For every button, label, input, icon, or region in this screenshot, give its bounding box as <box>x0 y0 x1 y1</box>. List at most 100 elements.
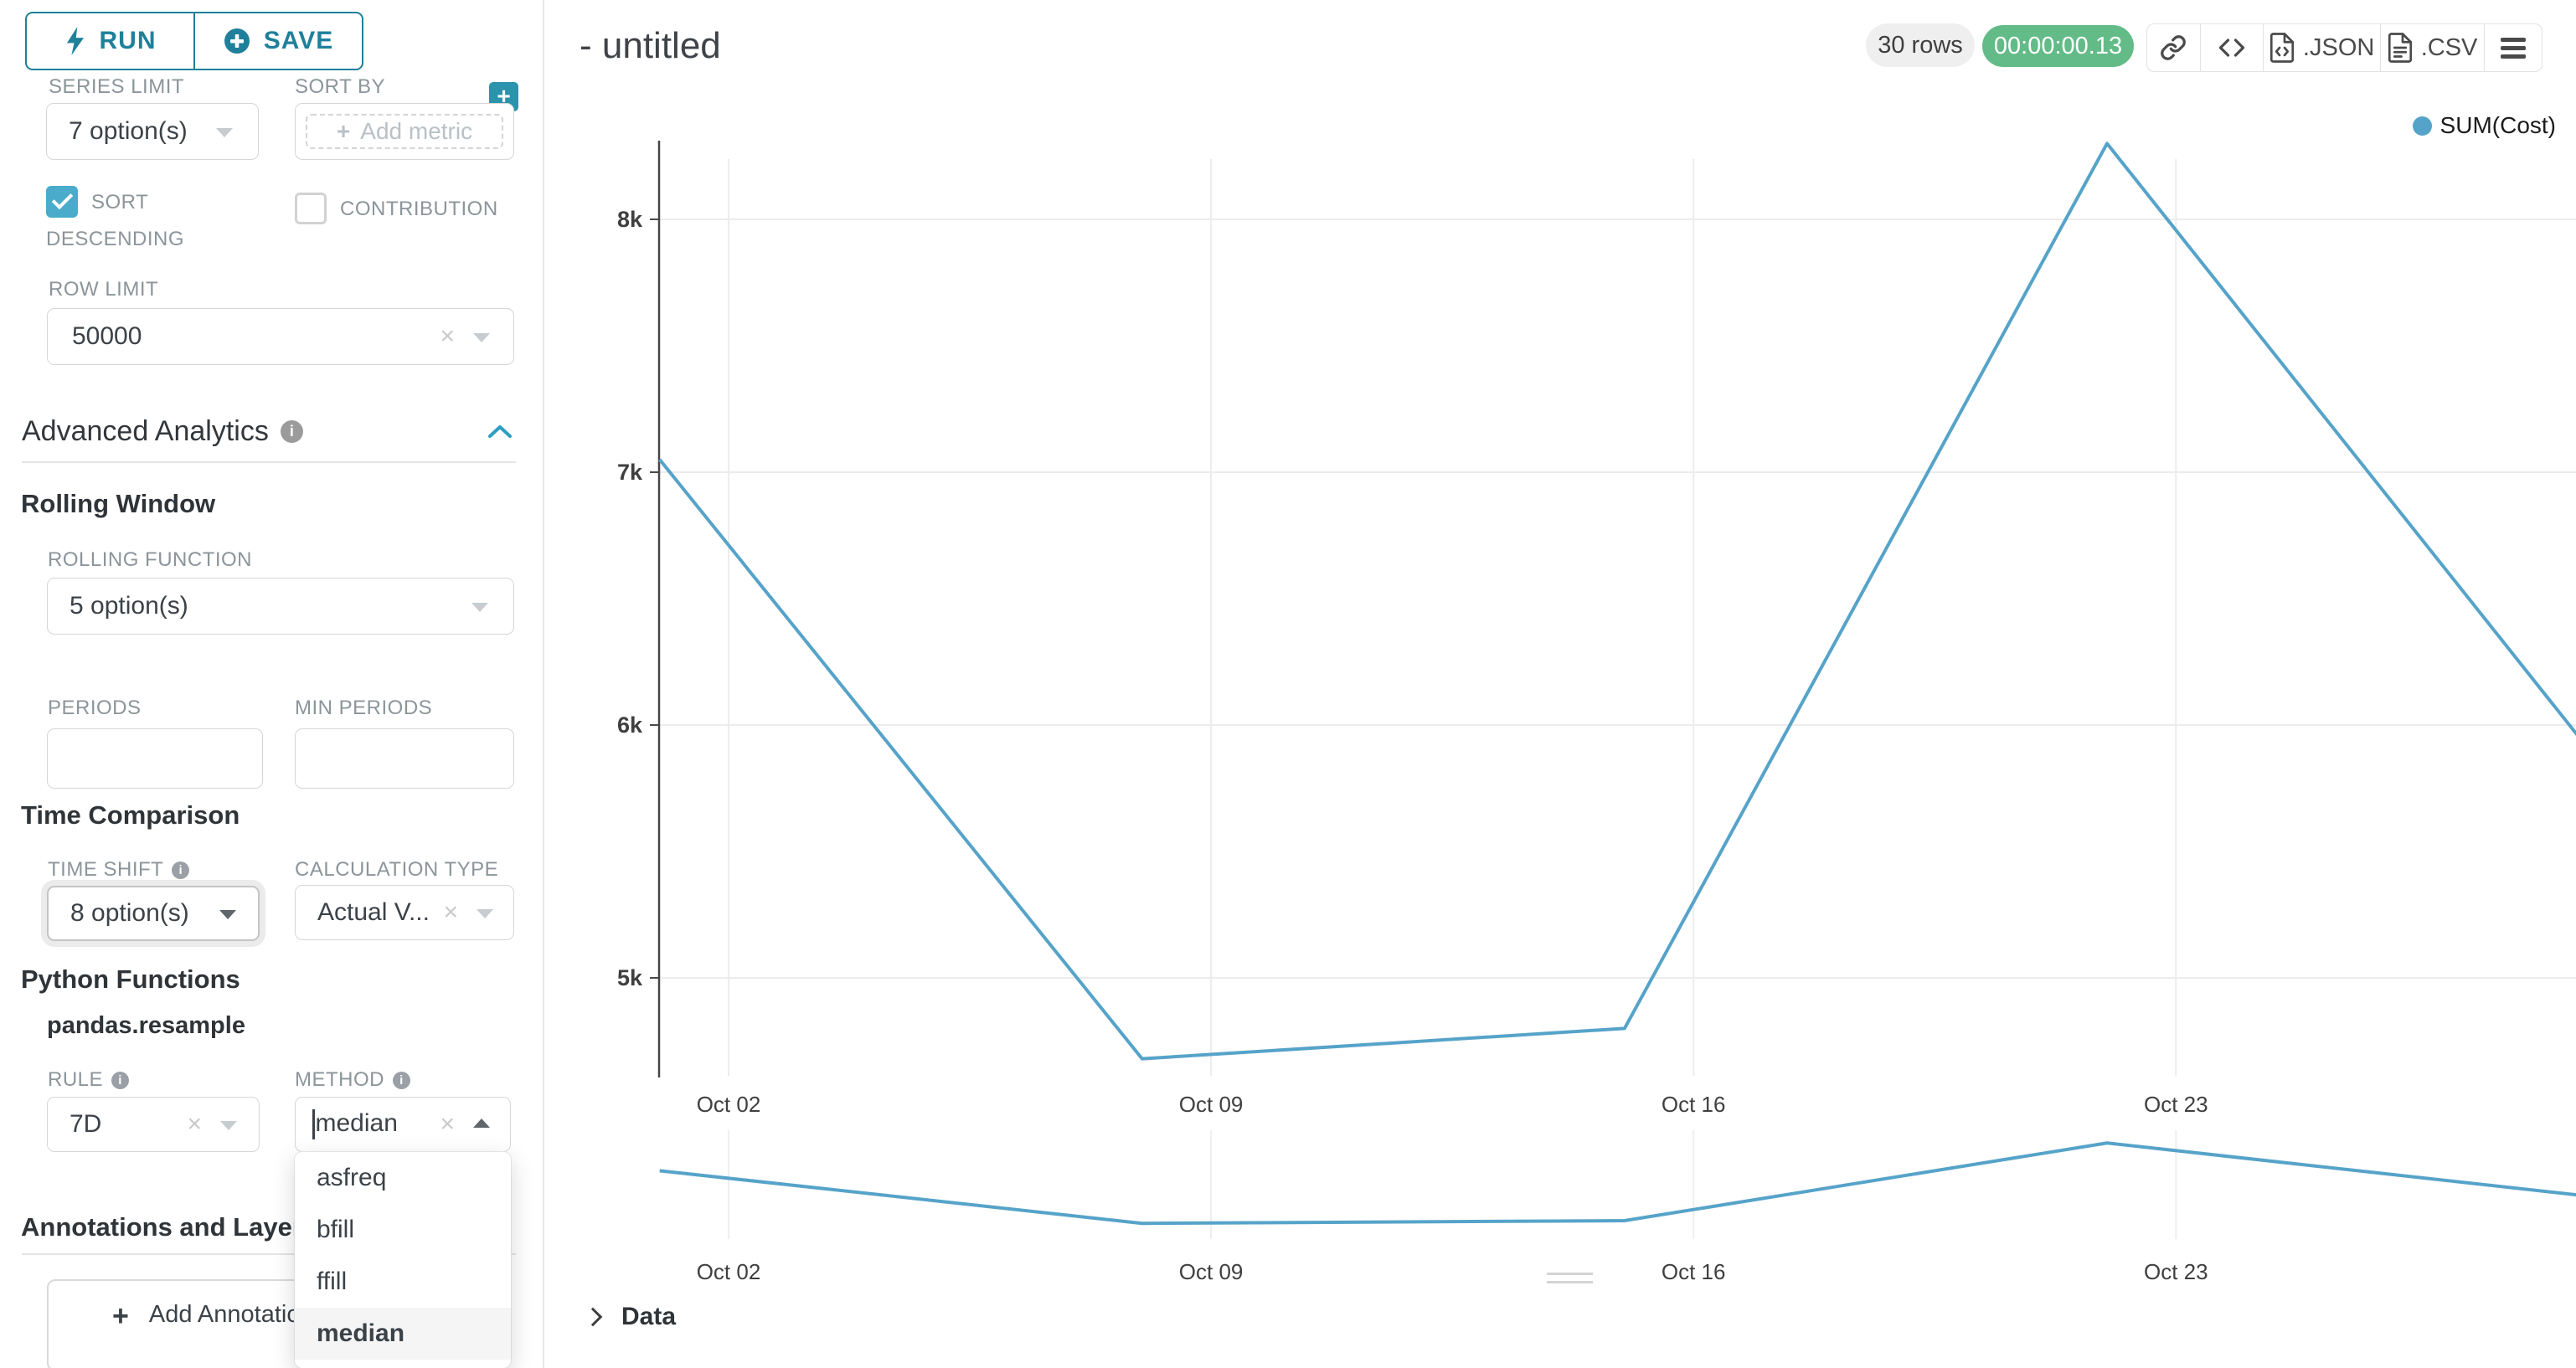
info-icon: i <box>393 1071 410 1089</box>
sort-descending-checkbox[interactable]: SORT DESCENDING <box>46 184 272 258</box>
section-divider <box>22 461 516 463</box>
sort-descending-label: SORT DESCENDING <box>46 191 185 250</box>
sort-by-label: SORT BY <box>295 75 385 98</box>
python-functions-title: Python Functions <box>21 964 240 994</box>
run-save-button-group: RUN SAVE <box>25 12 363 70</box>
data-panel-title: Data <box>621 1303 677 1330</box>
y-tick-label: 6k <box>617 712 643 738</box>
minimap-x-tick-label: Oct 02 <box>697 1259 761 1284</box>
drag-handle[interactable] <box>1547 1273 1593 1289</box>
y-tick-label: 5k <box>617 965 643 990</box>
chart-title[interactable]: - untitled <box>580 25 721 66</box>
advanced-analytics-title: Advanced Analytics <box>22 415 269 447</box>
lightning-icon <box>66 27 84 55</box>
periods-label: PERIODS <box>48 697 142 719</box>
time-shift-value: 8 option(s) <box>70 899 189 927</box>
code-icon <box>2218 39 2245 57</box>
chevron-up-icon[interactable] <box>487 424 513 439</box>
series-limit-value: 7 option(s) <box>69 117 188 145</box>
minimap-chart[interactable]: Oct 02 Oct 09 Oct 16 Oct 23 <box>569 1130 2576 1314</box>
copy-link-button[interactable] <box>2147 24 2200 71</box>
section-divider <box>22 1253 516 1255</box>
file-csv-icon <box>2388 33 2412 63</box>
rows-badge: 30 rows <box>1866 23 1975 67</box>
caret-up-icon <box>473 1119 490 1128</box>
x-tick-label: Oct 09 <box>1179 1092 1244 1117</box>
plus-circle-icon <box>224 28 250 54</box>
dropdown-option-median[interactable]: median <box>295 1308 511 1360</box>
legend-label: SUM(Cost) <box>2439 112 2556 138</box>
timer-badge: 00:00:00.13 <box>1982 25 2134 67</box>
more-options-button[interactable] <box>2484 24 2542 71</box>
checkbox-unchecked-icon[interactable] <box>295 192 327 224</box>
time-shift-select[interactable]: 8 option(s) <box>47 886 260 941</box>
dropdown-option-ffill[interactable]: ffill <box>317 1268 348 1295</box>
export-json-button[interactable]: .JSON <box>2263 24 2379 71</box>
method-label: METHOD i <box>295 1068 410 1092</box>
file-json-icon <box>2269 33 2295 63</box>
checkbox-checked-icon[interactable] <box>46 185 78 218</box>
plus-icon: + <box>112 1300 129 1332</box>
caret-down-icon <box>216 128 233 137</box>
info-icon: i <box>280 420 303 443</box>
main-chart[interactable]: 5k 6k 7k 8k Oct 02 Oct 09 Oct 16 Oct 23 <box>569 126 2576 1130</box>
y-tick-label: 7k <box>617 460 643 485</box>
time-comparison-title: Time Comparison <box>21 800 240 830</box>
dropdown-option-bfill[interactable]: bfill <box>317 1216 355 1243</box>
caret-down-icon <box>473 333 490 342</box>
rolling-function-label: ROLLING FUNCTION <box>48 548 253 571</box>
row-limit-select[interactable]: 50000 × <box>47 308 514 365</box>
rolling-function-select[interactable]: 5 option(s) <box>47 578 514 635</box>
caret-down-icon <box>219 910 236 919</box>
x-tick-label: Oct 02 <box>697 1092 761 1117</box>
caret-down-icon <box>471 603 488 612</box>
min-periods-input[interactable] <box>295 728 514 789</box>
sort-by-select[interactable]: + Add metric <box>295 103 514 160</box>
rolling-window-title: Rolling Window <box>21 489 216 518</box>
save-button-label: SAVE <box>263 27 334 54</box>
x-tick-label: Oct 16 <box>1662 1092 1726 1117</box>
series-line[interactable] <box>658 141 2576 1061</box>
minimap-x-tick-label: Oct 09 <box>1179 1259 1244 1284</box>
advanced-analytics-header[interactable]: Advanced Analytics i <box>22 415 303 448</box>
export-csv-button[interactable]: .CSV <box>2379 24 2484 71</box>
info-icon: i <box>111 1071 130 1089</box>
x-clear-icon[interactable]: × <box>443 898 458 926</box>
x-clear-icon[interactable]: × <box>440 322 455 350</box>
pandas-resample-label: pandas.resample <box>47 1012 245 1039</box>
run-button-label: RUN <box>99 27 157 54</box>
minimap-x-tick-label: Oct 16 <box>1662 1259 1726 1284</box>
row-limit-label: ROW LIMIT <box>49 278 159 301</box>
info-icon: i <box>172 861 190 879</box>
legend-dot <box>2412 116 2432 136</box>
panel-divider[interactable] <box>543 0 544 1368</box>
calculation-type-select[interactable]: Actual V... × <box>295 885 514 940</box>
export-toolbar: .JSON .CSV <box>2146 23 2543 72</box>
rolling-function-value: 5 option(s) <box>70 592 188 620</box>
series-limit-label: SERIES LIMIT <box>49 75 185 98</box>
run-button[interactable]: RUN <box>27 13 193 69</box>
method-combobox[interactable]: median × <box>295 1097 511 1152</box>
annotations-title: Annotations and Layers <box>21 1212 317 1242</box>
text-cursor <box>312 1109 315 1140</box>
series-limit-select[interactable]: 7 option(s) <box>46 103 259 160</box>
min-periods-label: MIN PERIODS <box>295 697 433 719</box>
periods-input[interactable] <box>47 728 263 789</box>
data-panel-toggle[interactable]: Data <box>583 1303 677 1331</box>
x-tick-label: Oct 23 <box>2144 1092 2208 1117</box>
rule-select[interactable]: 7D × <box>47 1097 260 1152</box>
add-metric-label: Add metric <box>360 118 473 144</box>
row-limit-value: 50000 <box>72 322 142 350</box>
contribution-checkbox[interactable]: CONTRIBUTION <box>295 191 538 228</box>
time-shift-label: TIME SHIFT i <box>48 858 190 882</box>
dropdown-option-asfreq[interactable]: asfreq <box>317 1164 387 1191</box>
hamburger-menu-icon <box>2501 33 2527 63</box>
x-clear-icon[interactable]: × <box>187 1110 202 1138</box>
save-button[interactable]: SAVE <box>193 13 362 69</box>
minimap-x-tick-label: Oct 23 <box>2144 1259 2208 1284</box>
chart-legend[interactable]: SUM(Cost) <box>2412 112 2556 139</box>
x-clear-icon[interactable]: × <box>440 1110 455 1138</box>
chevron-right-icon <box>583 1307 603 1327</box>
add-metric-button[interactable]: + Add metric <box>306 114 503 149</box>
embed-code-button[interactable] <box>2199 24 2264 71</box>
